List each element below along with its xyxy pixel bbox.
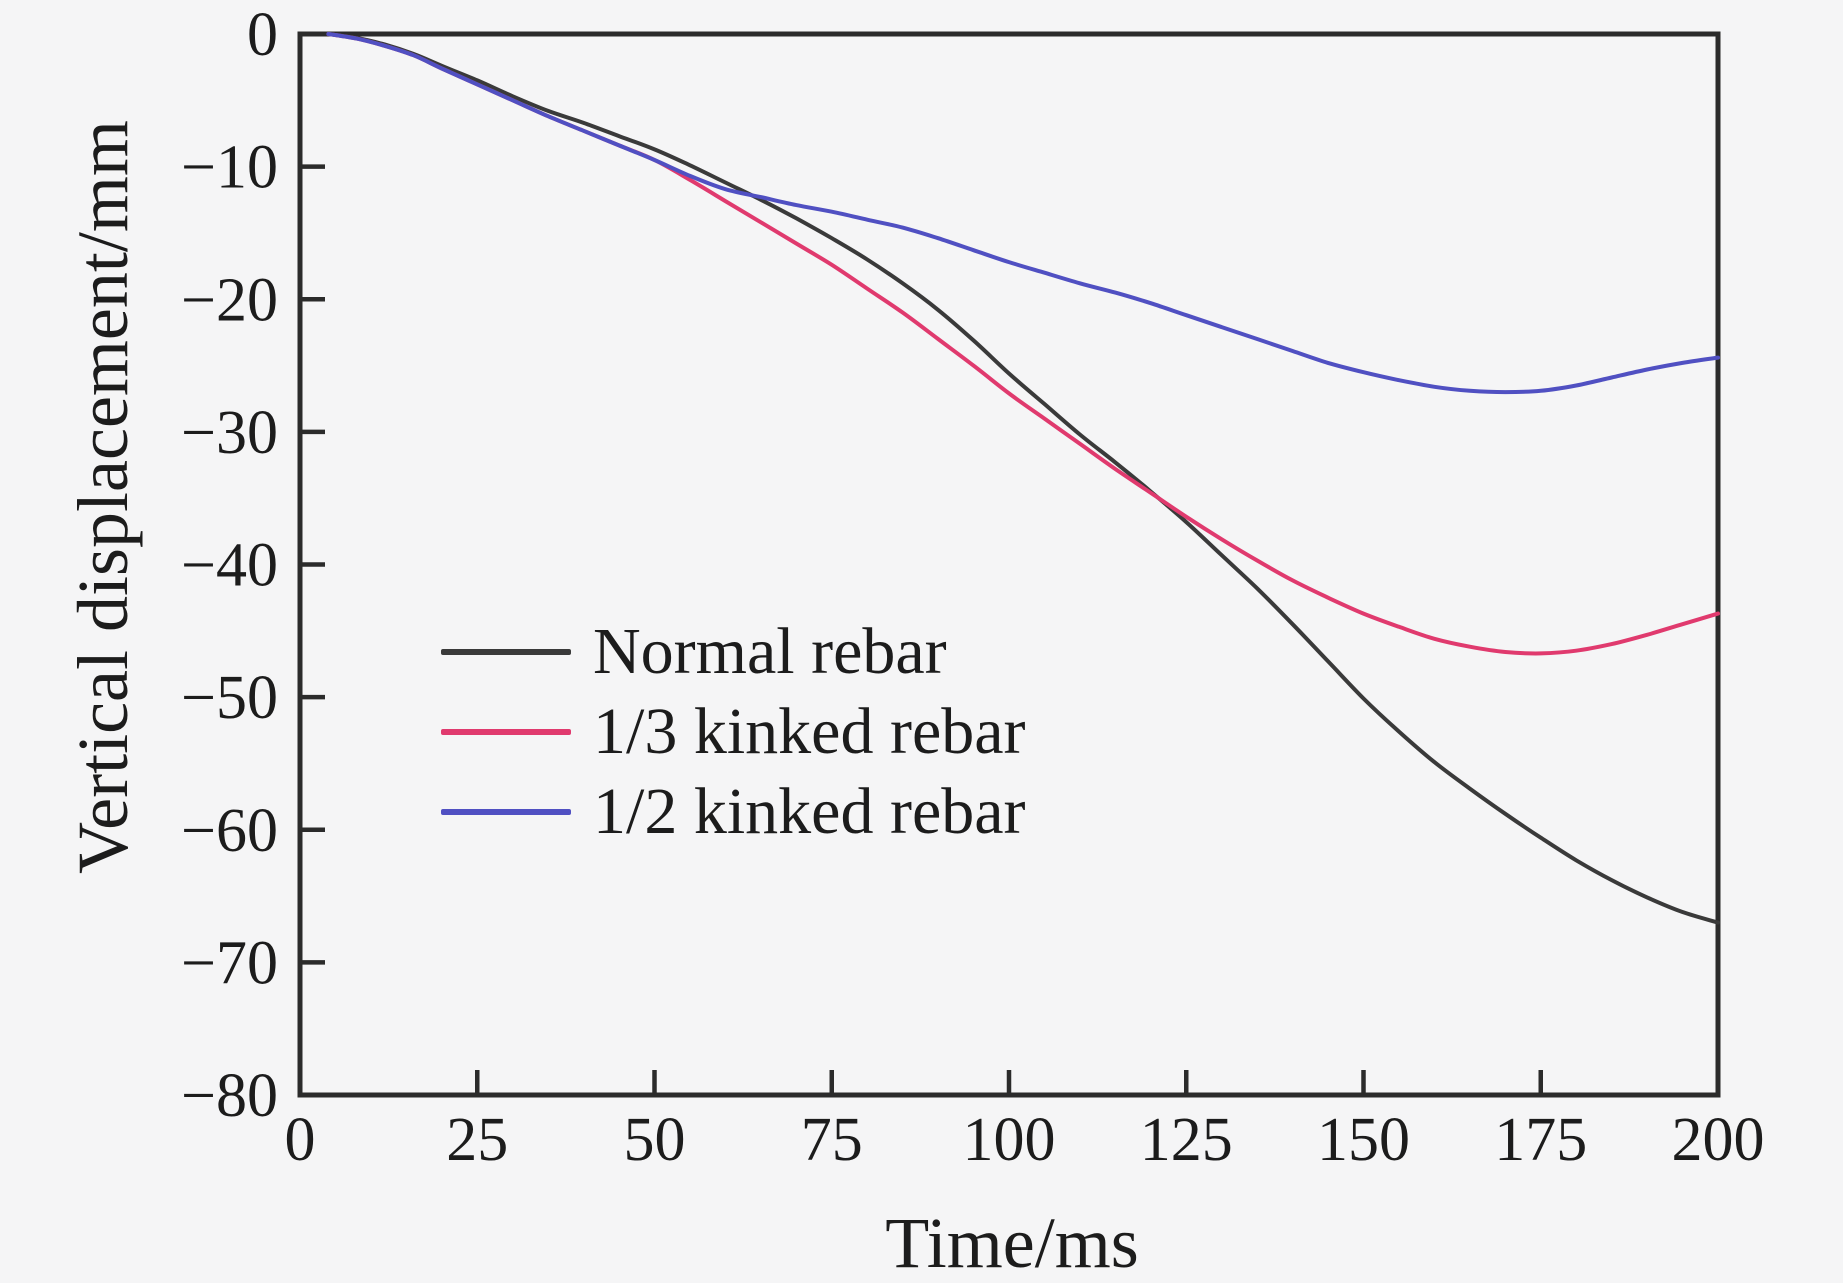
y-tick-label: −60 (181, 797, 278, 865)
y-tick-label: −10 (181, 134, 278, 202)
series-line-normal-rebar (326, 32, 1720, 925)
series-line-1-2-kinked-rebar (326, 32, 1720, 395)
y-tick-label: −70 (181, 929, 278, 997)
y-axis-title: Vertical displacement/mm (63, 120, 143, 874)
legend-line-swatch (441, 809, 571, 815)
legend-label: Normal rebar (593, 615, 947, 688)
x-tick-label: 150 (1317, 1106, 1410, 1174)
x-tick-label: 75 (801, 1106, 863, 1174)
legend-label: 1/3 kinked rebar (593, 695, 1026, 768)
legend-line-swatch (441, 649, 571, 655)
x-tick-label: 125 (1140, 1106, 1233, 1174)
x-tick-label: 200 (1672, 1106, 1765, 1174)
y-tick-label: −20 (181, 266, 278, 334)
x-tick-label: 100 (963, 1106, 1056, 1174)
y-tick-label: −30 (181, 399, 278, 467)
series-line-1-3-kinked-rebar (326, 32, 1720, 656)
x-tick-label: 175 (1494, 1106, 1587, 1174)
legend-item-one-third-kinked-rebar: 1/3 kinked rebar (441, 692, 1026, 772)
legend-label: 1/2 kinked rebar (593, 775, 1026, 848)
x-tick-label: 0 (285, 1106, 316, 1174)
y-tick-label: −50 (181, 664, 278, 732)
legend-item-normal-rebar: Normal rebar (441, 612, 1026, 692)
legend-item-one-half-kinked-rebar: 1/2 kinked rebar (441, 772, 1026, 852)
x-axis-title: Time/ms (885, 1203, 1139, 1283)
y-tick-label: 0 (247, 1, 278, 69)
legend: Normal rebar 1/3 kinked rebar 1/2 kinked… (441, 612, 1026, 852)
legend-line-swatch (441, 729, 571, 735)
x-tick-label: 25 (446, 1106, 508, 1174)
y-tick-label: −40 (181, 532, 278, 600)
plot-frame (297, 31, 1721, 1098)
y-tick-label: −80 (181, 1062, 278, 1130)
x-tick-label: 50 (624, 1106, 686, 1174)
